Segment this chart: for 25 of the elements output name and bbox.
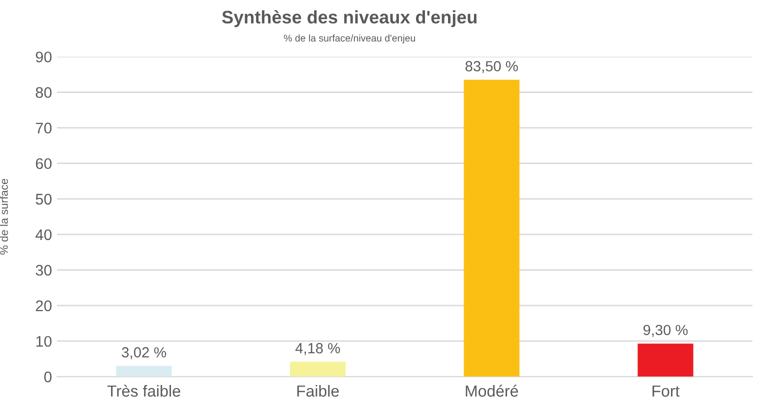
data-label: 3,02 %: [122, 347, 166, 360]
x-tick-label: Très faible: [107, 384, 180, 397]
y-tick-label: 90: [36, 52, 52, 62]
y-tick-label: 20: [36, 300, 52, 312]
y-tick-label: 50: [36, 194, 52, 205]
bar: [116, 366, 172, 377]
y-tick-label: 60: [36, 158, 52, 170]
x-tick-label: Fort: [652, 386, 680, 397]
x-tick-label: Modéré: [466, 384, 518, 397]
data-label: 9,30 %: [643, 324, 688, 337]
data-label: 4,18 %: [295, 343, 340, 356]
y-tick-label: 40: [36, 229, 52, 240]
chart-title: Synthèse des niveaux d'enjeu: [222, 10, 477, 28]
bar: [464, 80, 520, 377]
y-axis-title: % de la surface: [0, 178, 8, 255]
y-tick-label: 70: [36, 122, 52, 134]
y-tick-label: 30: [36, 264, 52, 276]
data-label: 83,50 %: [466, 61, 518, 74]
bar: [638, 344, 694, 377]
bar: [290, 362, 346, 377]
chart-subtitle: % de la surface/niveau d'enjeu: [284, 34, 416, 44]
y-tick-label: 10: [36, 336, 52, 347]
y-tick-label: 80: [36, 87, 52, 98]
y-tick-label: 0: [44, 372, 52, 382]
x-tick-label: Faible: [297, 384, 339, 397]
